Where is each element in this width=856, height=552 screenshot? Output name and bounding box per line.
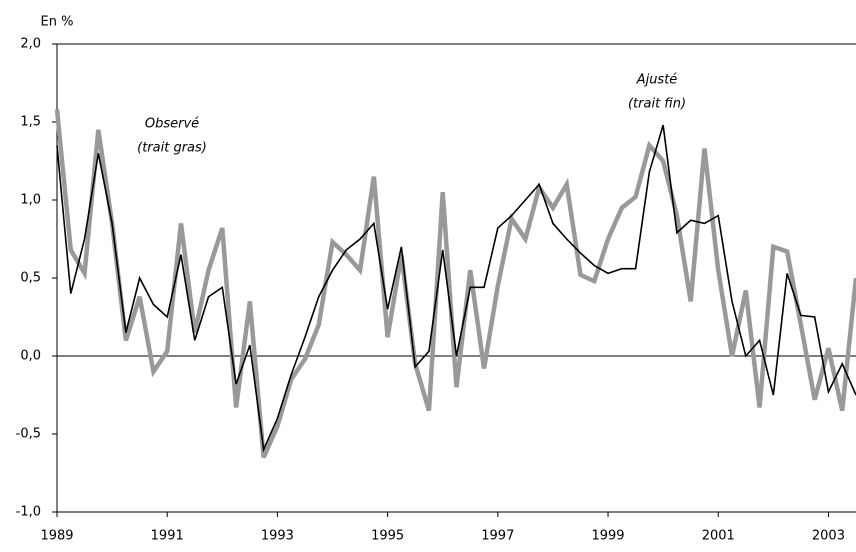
- y-tick-label: 0,5: [20, 271, 41, 286]
- y-tick-label: 0,0: [20, 349, 41, 364]
- x-tick-label: 1997: [481, 529, 514, 544]
- annotation: Ajusté: [636, 73, 678, 88]
- x-tick-label: 1989: [40, 529, 73, 544]
- x-tick-label: 2003: [812, 529, 845, 544]
- y-unit: En %: [41, 15, 74, 30]
- y-tick-label: 1,5: [20, 115, 41, 130]
- x-tick-label: 2001: [702, 529, 735, 544]
- x-tick-label: 1999: [591, 529, 624, 544]
- series-line: [56, 124, 856, 453]
- y-tick-label: -0,5: [16, 427, 41, 442]
- x-tick-label: 1993: [261, 529, 294, 544]
- y-tick-label: 1,0: [20, 193, 41, 208]
- annotation: (trait fin): [628, 97, 686, 112]
- y-tick-label: 2,0: [20, 37, 41, 52]
- annotation: (trait gras): [137, 141, 207, 156]
- x-tick-label: 1991: [151, 529, 184, 544]
- x-tick-label: 1995: [371, 529, 404, 544]
- annotation: Observé: [145, 117, 199, 132]
- series-line: [54, 109, 856, 459]
- y-tick-label: -1,0: [16, 505, 41, 520]
